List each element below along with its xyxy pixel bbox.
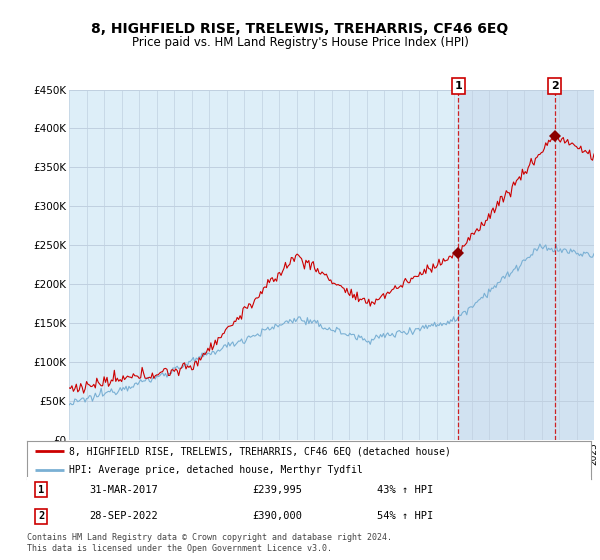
Text: £390,000: £390,000 xyxy=(253,511,302,521)
Text: 1: 1 xyxy=(38,485,44,494)
Text: 1: 1 xyxy=(455,81,462,91)
Text: 8, HIGHFIELD RISE, TRELEWIS, TREHARRIS, CF46 6EQ: 8, HIGHFIELD RISE, TRELEWIS, TREHARRIS, … xyxy=(91,22,509,36)
Text: Price paid vs. HM Land Registry's House Price Index (HPI): Price paid vs. HM Land Registry's House … xyxy=(131,36,469,49)
Text: 31-MAR-2017: 31-MAR-2017 xyxy=(89,485,158,494)
Text: Contains HM Land Registry data © Crown copyright and database right 2024.
This d: Contains HM Land Registry data © Crown c… xyxy=(27,533,392,553)
Text: 28-SEP-2022: 28-SEP-2022 xyxy=(89,511,158,521)
Text: 2: 2 xyxy=(38,511,44,521)
Text: HPI: Average price, detached house, Merthyr Tydfil: HPI: Average price, detached house, Mert… xyxy=(70,465,363,475)
Text: 8, HIGHFIELD RISE, TRELEWIS, TREHARRIS, CF46 6EQ (detached house): 8, HIGHFIELD RISE, TRELEWIS, TREHARRIS, … xyxy=(70,446,451,456)
Text: £239,995: £239,995 xyxy=(253,485,302,494)
Text: 43% ↑ HPI: 43% ↑ HPI xyxy=(377,485,433,494)
Text: 54% ↑ HPI: 54% ↑ HPI xyxy=(377,511,433,521)
Bar xyxy=(458,90,594,440)
Text: 2: 2 xyxy=(551,81,559,91)
